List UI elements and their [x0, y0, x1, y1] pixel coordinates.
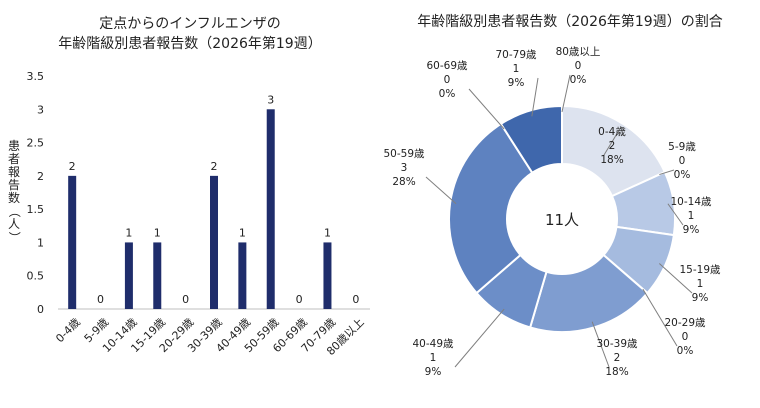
- y-tick-label: 0: [37, 303, 44, 316]
- bar-chart: 00.511.522.533.520-4歳05-9歳110-14歳115-19歳…: [27, 70, 370, 358]
- bar-title-line2: 年齢階級別患者報告数（2026年第19週）: [58, 36, 322, 52]
- bar: [266, 109, 275, 310]
- bar-data-label: 1: [324, 226, 331, 239]
- slice-category-label: 70-79歳: [495, 49, 537, 61]
- leader-line: [454, 308, 505, 368]
- bar-data-label: 1: [239, 226, 246, 239]
- slice-category-label: 30-39歳: [596, 338, 638, 350]
- x-tick-label: 0-4歳: [53, 316, 83, 346]
- slice-value-label: 2: [614, 352, 621, 364]
- bar: [210, 175, 218, 309]
- slice-value-label: 1: [697, 278, 704, 290]
- y-tick-label: 3: [37, 103, 44, 116]
- bar: [68, 175, 77, 309]
- leader-line: [531, 77, 539, 117]
- donut-slice: [448, 122, 534, 295]
- slice-category-label: 80歳以上: [556, 46, 601, 58]
- y-tick-label: 2: [37, 170, 44, 183]
- slice-percent-label: 9%: [508, 77, 525, 89]
- slice-percent-label: 9%: [425, 366, 442, 378]
- slice-percent-label: 9%: [683, 224, 700, 236]
- bar: [124, 242, 133, 309]
- y-tick-label: 1: [37, 236, 44, 249]
- y-axis-label-char: 数: [7, 191, 20, 205]
- slice-percent-label: 0%: [677, 345, 694, 357]
- slice-category-label: 20-29歳: [664, 317, 706, 329]
- leader-line: [659, 169, 675, 176]
- bar-data-label: 1: [125, 226, 132, 239]
- slice-category-label: 60-69歳: [426, 60, 468, 72]
- donut-slice: [499, 104, 563, 175]
- slice-value-label: 0: [682, 331, 689, 343]
- bar-data-label: 2: [211, 160, 218, 173]
- slice-percent-label: 9%: [692, 292, 709, 304]
- bar-y-axis-label: 患者報告数（人）: [6, 140, 22, 244]
- slice-category-label: 0-4歳: [598, 126, 626, 138]
- bar-data-label: 0: [182, 293, 189, 306]
- slice-value-label: 2: [609, 140, 616, 152]
- y-axis-label-char: 患: [7, 139, 20, 153]
- y-tick-label: 2.5: [27, 137, 45, 150]
- slice-value-label: 0: [575, 60, 582, 72]
- bar-data-label: 0: [97, 293, 104, 306]
- bar-title-line1: 定点からのインフルエンザの: [99, 16, 281, 32]
- bar-data-label: 0: [352, 293, 359, 306]
- slice-value-label: 3: [401, 162, 408, 174]
- slice-category-label: 10-14歳: [670, 196, 712, 208]
- bar-data-label: 2: [69, 160, 76, 173]
- slice-percent-label: 0%: [439, 88, 456, 100]
- y-tick-label: 0.5: [27, 270, 45, 283]
- bar-data-label: 1: [154, 226, 161, 239]
- slice-category-label: 50-59歳: [383, 148, 425, 160]
- slice-value-label: 1: [513, 63, 520, 75]
- slice-value-label: 1: [430, 352, 437, 364]
- leader-line: [642, 288, 678, 347]
- slice-percent-label: 18%: [605, 366, 628, 378]
- y-tick-label: 1.5: [27, 203, 45, 216]
- donut-chart: 11人 0-4歳 2 18% 5-9歳 0 0% 10-14歳 1 9% 15-19歳 1 9% 20-2…: [383, 46, 721, 378]
- slice-category-label: 15-19歳: [679, 264, 721, 276]
- slice-percent-label: 0%: [674, 169, 691, 181]
- donut-chart-title: 年齢階級別患者報告数（2026年第19週）の割合: [417, 14, 723, 30]
- y-axis-label-char: 報: [7, 165, 20, 179]
- leader-line: [591, 321, 610, 368]
- slice-value-label: 0: [444, 74, 451, 86]
- bar-data-label: 3: [267, 93, 274, 106]
- y-axis-label-char: 者: [7, 152, 20, 166]
- bar: [238, 242, 247, 309]
- slice-value-label: 0: [679, 155, 686, 167]
- leader-line: [425, 176, 457, 205]
- leader-line: [561, 74, 571, 113]
- bar-chart-title: 定点からのインフルエンザの 年齢階級別患者報告数（2026年第19週）: [40, 14, 340, 54]
- bar: [323, 242, 332, 309]
- leader-line: [468, 88, 505, 130]
- leader-line: [658, 263, 693, 294]
- slice-percent-label: 18%: [600, 154, 623, 166]
- donut-center-label: 11人: [545, 211, 579, 229]
- slice-category-label: 5-9歳: [668, 141, 696, 153]
- slice-value-label: 1: [688, 210, 695, 222]
- leader-line: [667, 203, 684, 226]
- y-axis-label-char: 告: [7, 178, 20, 192]
- leader-line: [603, 128, 621, 156]
- bar: [153, 242, 162, 309]
- slice-category-label: 40-49歳: [412, 338, 454, 350]
- y-axis-label-char: 人: [7, 217, 20, 231]
- slice-percent-label: 28%: [392, 176, 415, 188]
- y-tick-label: 3.5: [27, 70, 45, 83]
- slice-percent-label: 0%: [570, 74, 587, 86]
- bar-data-label: 0: [296, 293, 303, 306]
